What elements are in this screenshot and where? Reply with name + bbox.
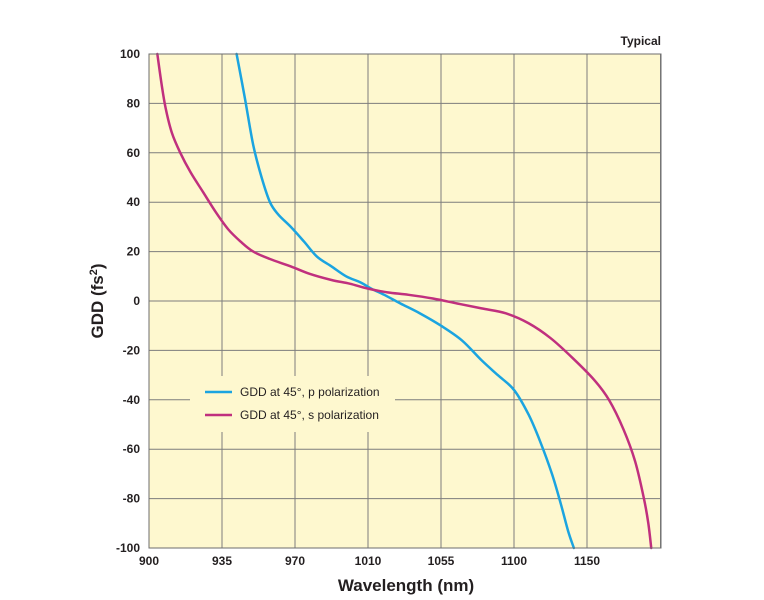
y-axis-title-main: GDD (fs xyxy=(88,275,107,338)
x-tick-label: 970 xyxy=(285,554,305,568)
x-tick-labels: 900 935 970 1010 1055 1100 1150 xyxy=(139,554,600,568)
x-tick-label: 935 xyxy=(212,554,232,568)
x-tick-label: 1010 xyxy=(355,554,382,568)
y-tick-label: -20 xyxy=(123,343,141,357)
y-axis-title-superscript: 2 xyxy=(88,269,100,275)
x-tick-label: 1100 xyxy=(501,554,527,568)
y-tick-label: -100 xyxy=(116,541,140,555)
y-tick-labels: 100 80 60 40 20 0 -20 -40 -60 -80 -100 xyxy=(116,47,140,555)
series-line-p-polarization xyxy=(235,52,576,550)
legend-label-p: GDD at 45°, p polarization xyxy=(240,385,380,399)
x-tick-label: 900 xyxy=(139,554,159,568)
legend-background xyxy=(190,376,395,432)
typical-annotation: Typical xyxy=(621,34,661,48)
y-tick-label: 0 xyxy=(133,294,140,308)
y-tick-label: 80 xyxy=(127,96,141,110)
y-tick-label: -40 xyxy=(123,393,141,407)
legend-label-s: GDD at 45°, s polarization xyxy=(240,408,379,422)
legend: GDD at 45°, p polarization GDD at 45°, s… xyxy=(190,376,395,432)
x-tick-label: 1055 xyxy=(428,554,455,568)
y-tick-label: 60 xyxy=(127,146,141,160)
y-axis-title: GDD (fs2) xyxy=(88,263,107,338)
y-tick-label: 40 xyxy=(127,195,141,209)
y-tick-label: -80 xyxy=(123,492,141,506)
series-layer xyxy=(156,52,653,550)
y-tick-label: 100 xyxy=(120,47,140,61)
series-line-s-polarization xyxy=(156,52,653,550)
plot-border xyxy=(148,53,662,549)
x-axis-title: Wavelength (nm) xyxy=(338,576,474,595)
x-tick-label: 1150 xyxy=(574,554,600,568)
y-tick-label: 20 xyxy=(127,245,141,259)
y-axis-title-close: ) xyxy=(88,263,107,269)
y-tick-label: -60 xyxy=(123,442,141,456)
